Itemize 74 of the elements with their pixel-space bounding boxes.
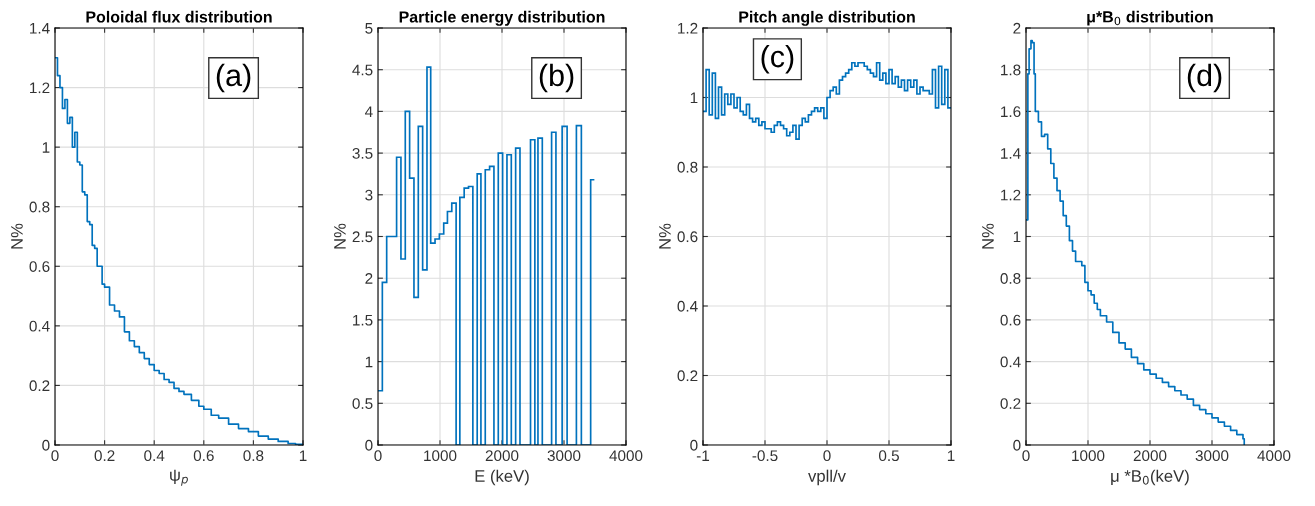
annotation: (b): [539, 63, 574, 93]
y-tick-label: 2.5: [352, 231, 373, 243]
chart-title: μ*B$_{0}$ distribution: [1087, 10, 1213, 26]
y-tick-label: 1: [42, 142, 50, 153]
y-tick-label: 0: [1013, 439, 1021, 451]
y-tick-label: 1.4: [30, 23, 50, 34]
x-tick-label: 0.2: [94, 450, 115, 462]
y-tick-label: 0.2: [677, 370, 698, 382]
annotation: (a): [216, 63, 251, 93]
x-tick-label: 0: [1022, 450, 1030, 462]
x-tick-label: 2000: [485, 450, 519, 462]
y-tick-label: 0.6: [677, 231, 698, 243]
y-tick-label: 1.2: [30, 82, 50, 94]
x-tick-label: 2000: [1133, 450, 1167, 462]
x-tick-label: 0: [823, 450, 831, 462]
y-tick-label: 1.6: [1001, 106, 1021, 118]
y-tick-label: 1.4: [1001, 148, 1021, 159]
x-tick-label: 0.4: [144, 450, 165, 462]
chart-title: Pitch angle distribution: [739, 10, 915, 26]
y-tick-label: 5: [365, 23, 373, 34]
y-tick-label: 0.8: [29, 201, 50, 213]
y-tick-label: 0.2: [1000, 398, 1021, 409]
y-tick-label: 4.5: [352, 64, 373, 76]
y-axis-title: N%: [659, 223, 671, 249]
x-tick-label: 3000: [547, 450, 581, 462]
chart-title: Particle energy distribution: [399, 10, 605, 26]
y-tick-label: 0.2: [29, 380, 50, 392]
x-tick-label: 1: [947, 450, 955, 461]
x-axis-title: vpll/v: [808, 469, 846, 486]
y-tick-label: 0.8: [1000, 273, 1021, 284]
y-tick-label: 1: [1013, 231, 1021, 243]
y-axis-title: N%: [11, 223, 23, 249]
y-tick-label: 0.6: [29, 261, 50, 272]
x-axis-title: ψ$_{p}$: [170, 469, 188, 486]
x-tick-label: -0.5: [752, 450, 778, 462]
x-tick-label: 1000: [1072, 450, 1105, 462]
y-tick-label: 0.5: [352, 398, 373, 409]
y-axis-title: N%: [334, 223, 346, 249]
x-tick-label: 0: [374, 450, 382, 462]
x-tick-label: 4000: [609, 450, 643, 462]
y-tick-label: 1.2: [678, 22, 698, 34]
y-tick-label: 0.8: [677, 161, 698, 173]
x-tick-label: 1: [299, 450, 307, 461]
y-tick-label: 0.6: [1000, 314, 1021, 326]
x-axis-title: E (keV): [475, 469, 529, 486]
y-tick-label: 1.2: [1001, 189, 1021, 201]
y-axis-title: N%: [982, 223, 994, 249]
x-tick-label: 4000: [1257, 450, 1291, 462]
x-tick-label: 0: [51, 450, 59, 462]
annotation: (c): [761, 45, 794, 74]
y-tick-label: 2: [1013, 22, 1021, 34]
y-tick-label: 3.5: [352, 147, 373, 159]
chart-title: Poloidal flux distribution: [86, 10, 272, 23]
y-tick-label: 3: [365, 189, 373, 201]
y-tick-label: 0.4: [1000, 356, 1021, 368]
x-axis-title: μ *B$_{0}$(keV): [1111, 469, 1189, 486]
y-tick-label: 0: [42, 439, 50, 451]
x-tick-label: -1: [696, 450, 710, 461]
x-tick-label: 0.8: [243, 450, 264, 462]
y-tick-label: 4: [364, 106, 373, 117]
y-tick-label: 0: [365, 439, 373, 451]
x-tick-label: 3000: [1195, 450, 1229, 462]
y-tick-label: 1: [690, 92, 698, 104]
x-tick-label: 0.5: [878, 450, 899, 462]
x-tick-label: 1000: [424, 450, 457, 462]
y-tick-label: 1.8: [1001, 64, 1021, 76]
y-tick-label: 1: [365, 356, 373, 368]
annotation: (d): [1187, 63, 1222, 93]
y-tick-label: 0.4: [29, 320, 50, 332]
y-tick-label: 0: [690, 439, 698, 451]
y-tick-label: 0.4: [677, 300, 698, 312]
y-tick-label: 1.5: [353, 314, 373, 326]
y-tick-label: 2: [365, 273, 373, 284]
x-tick-label: 0.6: [193, 450, 214, 462]
